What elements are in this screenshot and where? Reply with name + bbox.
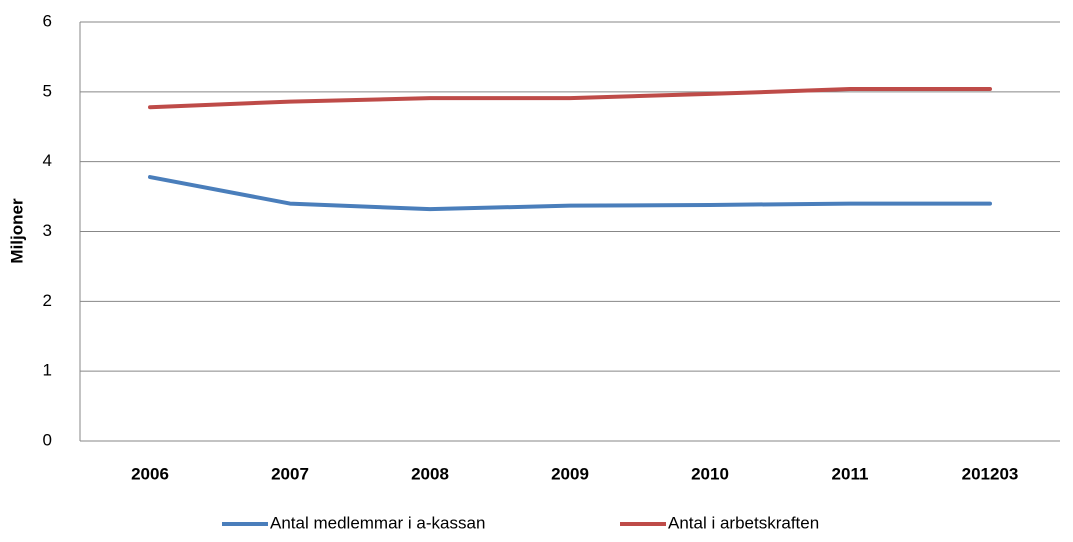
legend-label: Antal medlemmar i a-kassan [270, 513, 485, 532]
x-tick-label: 2011 [832, 464, 869, 483]
x-tick-label: 2006 [131, 464, 169, 483]
y-tick-label: 5 [43, 81, 52, 100]
y-tick-label: 2 [43, 291, 52, 310]
y-tick-label: 3 [43, 221, 52, 240]
y-tick-label: 4 [43, 151, 52, 170]
legend-label: Antal i arbetskraften [668, 513, 819, 532]
y-tick-label: 6 [43, 11, 52, 30]
y-axis-label: Miljoner [7, 198, 26, 264]
series-line [148, 87, 992, 110]
x-tick-label: 2008 [411, 464, 449, 483]
x-tick-label: 201203 [962, 464, 1019, 483]
x-tick-label: 2007 [271, 464, 309, 483]
x-tick-label: 2010 [691, 464, 729, 483]
y-tick-label: 0 [43, 430, 52, 449]
series-line [148, 175, 992, 212]
y-tick-label: 1 [43, 361, 52, 380]
x-tick-label: 2009 [551, 464, 589, 483]
